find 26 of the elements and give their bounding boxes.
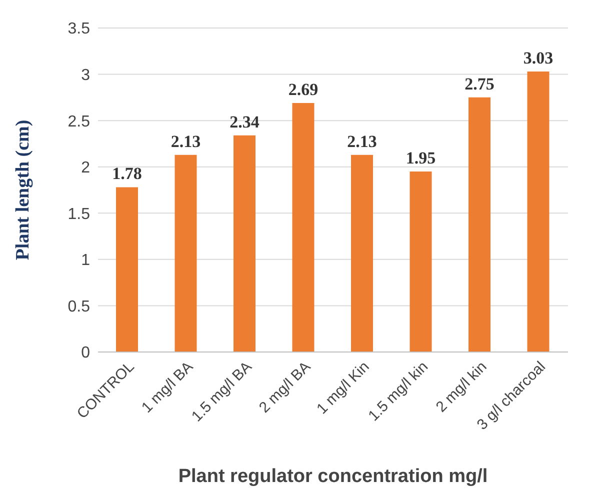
data-label: 1.78 bbox=[112, 164, 142, 184]
bar bbox=[174, 154, 197, 352]
data-label: 3.03 bbox=[523, 48, 554, 68]
data-label: 2.13 bbox=[170, 132, 201, 151]
data-label: 2.75 bbox=[464, 74, 494, 94]
y-tick-label: 1.5 bbox=[68, 206, 90, 223]
y-tick-label: 2.5 bbox=[68, 113, 90, 130]
y-tick-label: 3.5 bbox=[68, 20, 90, 38]
data-label: 2.13 bbox=[347, 132, 377, 151]
bar bbox=[234, 135, 256, 352]
y-tick-label: 1 bbox=[81, 252, 90, 270]
y-tick-label: 0.5 bbox=[68, 298, 90, 316]
bar bbox=[410, 171, 432, 352]
y-axis-title: Plant length (cm) bbox=[12, 120, 34, 260]
y-tick-label: 3 bbox=[81, 66, 90, 84]
data-label: 1.95 bbox=[406, 148, 436, 168]
data-label: 2.69 bbox=[288, 80, 318, 99]
x-axis-title: Plant regulator concentration mg/l bbox=[178, 466, 488, 487]
bar bbox=[527, 72, 550, 352]
bar bbox=[116, 187, 138, 352]
bar bbox=[468, 97, 490, 352]
y-tick-label: 2 bbox=[81, 160, 90, 177]
y-tick-label: 0 bbox=[81, 344, 90, 362]
bar bbox=[292, 102, 314, 352]
data-label: 2.34 bbox=[230, 112, 260, 132]
bar bbox=[351, 154, 373, 352]
